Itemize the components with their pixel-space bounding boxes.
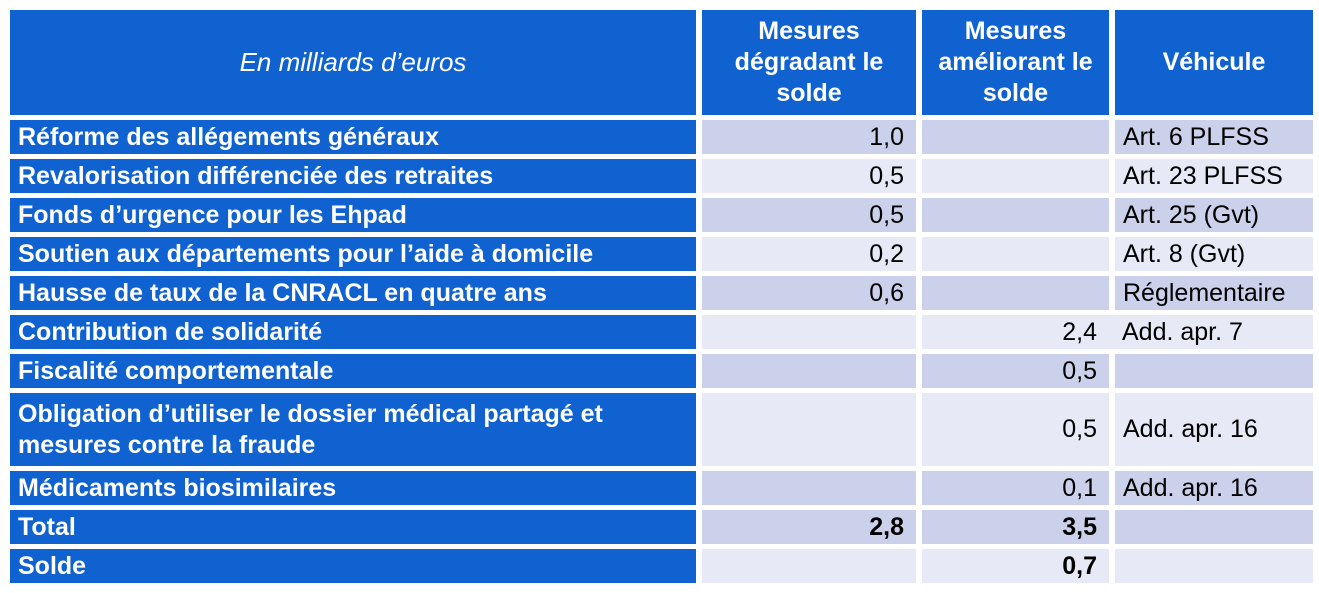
ameliorant-value-cell: 0,5 <box>922 354 1109 388</box>
vehicule-value-cell <box>1115 549 1313 583</box>
vehicule-value-cell <box>1115 510 1313 544</box>
row-label-cell: Obligation d’utiliser le dossier médical… <box>10 393 696 466</box>
ameliorant-total-cell: 3,5 <box>922 510 1109 544</box>
row-label-cell: Total <box>10 510 696 544</box>
row-label-cell: Contribution de solidarité <box>10 315 696 349</box>
degradant-value-cell <box>702 315 916 349</box>
unit-label-header-cell: En milliards d’euros <box>10 10 696 115</box>
row-label-cell: Médicaments biosimilaires <box>10 471 696 505</box>
degradant-value-cell <box>702 354 916 388</box>
ameliorant-value-cell <box>922 198 1109 232</box>
vehicule-column-header-cell: Véhicule <box>1115 10 1313 115</box>
ameliorant-value-cell <box>922 159 1109 193</box>
ameliorant-value-cell <box>922 237 1109 271</box>
vehicule-value-cell: Réglementaire <box>1115 276 1313 310</box>
ameliorant-column-header-cell: Mesures améliorant le solde <box>922 10 1109 115</box>
degradant-value-cell: 1,0 <box>702 120 916 154</box>
vehicule-value-cell: Add. apr. 16 <box>1115 471 1313 505</box>
vehicule-value-cell: Art. 6 PLFSS <box>1115 120 1313 154</box>
ameliorant-value-cell: 0,1 <box>922 471 1109 505</box>
solde-value-cell: 0,7 <box>922 549 1109 583</box>
degradant-value-cell <box>702 549 916 583</box>
ameliorant-value: 2,4 <box>1062 317 1097 346</box>
degradant-value-cell <box>702 393 916 466</box>
vehicule-value-cell: Art. 8 (Gvt) <box>1115 237 1313 271</box>
ameliorant-value-cell: 0,5 <box>922 393 1109 466</box>
vehicule-value-cell: Art. 25 (Gvt) <box>1115 198 1313 232</box>
row-label-cell: Fonds d’urgence pour les Ehpad <box>10 198 696 232</box>
degradant-value-cell: 0,5 <box>702 198 916 232</box>
degradant-value-cell: 0,6 <box>702 276 916 310</box>
vehicule-value-cell: Add. apr. 16 <box>1115 393 1313 466</box>
degradant-value-cell: 0,5 <box>702 159 916 193</box>
degradant-column-header-cell: Mesures dégradant le solde <box>702 10 916 115</box>
degradant-total-cell: 2,8 <box>702 510 916 544</box>
ameliorant-value-cell <box>922 276 1109 310</box>
vehicule-value-cell <box>1115 354 1313 388</box>
ameliorant-value-cell <box>922 120 1109 154</box>
vehicule-value-cell: Art. 23 PLFSS <box>1115 159 1313 193</box>
degradant-value-cell <box>702 471 916 505</box>
degradant-value-cell: 0,2 <box>702 237 916 271</box>
row-label-cell: Soutien aux départements pour l’aide à d… <box>10 237 696 271</box>
ameliorant-vehicule-merged-cell: 2,4 Add. apr. 7 <box>922 315 1313 349</box>
row-label-cell: Réforme des allégements généraux <box>10 120 696 154</box>
row-label-cell: Solde <box>10 549 696 583</box>
vehicule-value: Add. apr. 7 <box>1122 317 1243 346</box>
row-label-cell: Fiscalité comportementale <box>10 354 696 388</box>
row-label-cell: Revalorisation différenciée des retraite… <box>10 159 696 193</box>
row-label-cell: Hausse de taux de la CNRACL en quatre an… <box>10 276 696 310</box>
measures-table: En milliards d’euros Mesures dégradant l… <box>10 10 1313 583</box>
